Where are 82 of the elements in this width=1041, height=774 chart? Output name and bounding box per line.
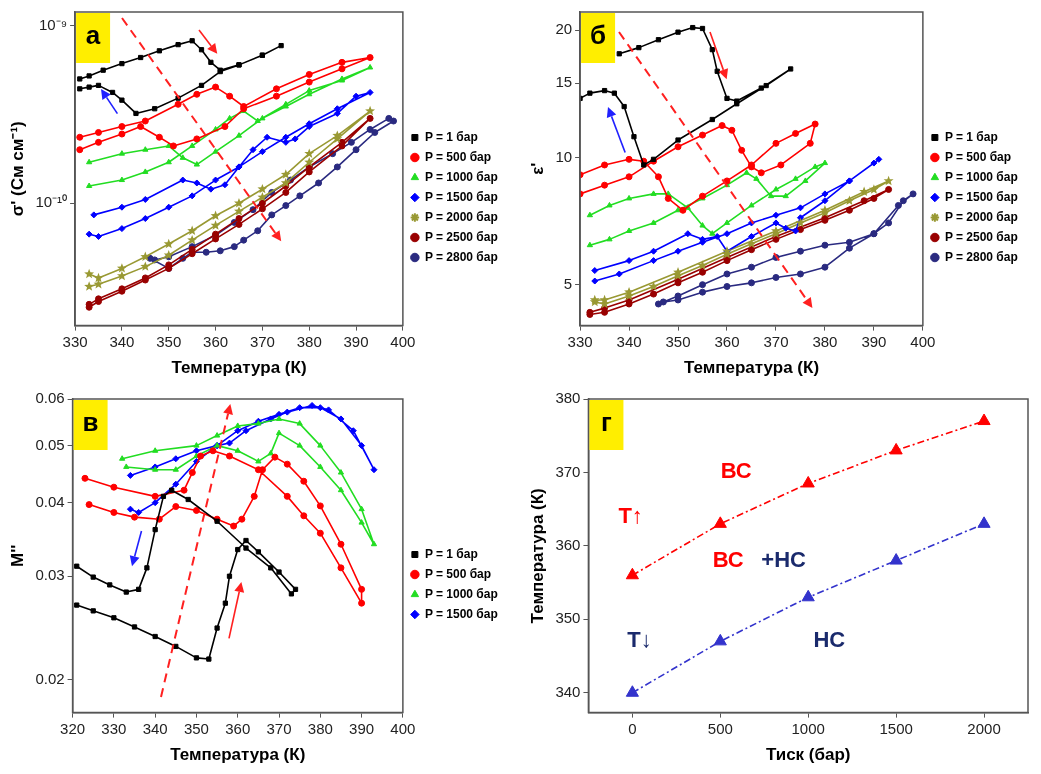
- y-tick-label: 0.05: [35, 435, 65, 453]
- x-tick-label: 400: [910, 332, 936, 350]
- y-tick-label: 5: [563, 274, 573, 292]
- y-tick-label: 0.02: [35, 670, 65, 688]
- x-tick-label: 330: [101, 719, 127, 737]
- y-tick-label: 0.06: [35, 389, 65, 407]
- y-tick-label: 20: [555, 20, 573, 38]
- x-tick-label: 340: [109, 332, 135, 350]
- x-axis-title: Тиск (бар): [765, 745, 851, 765]
- legend-label: P = 500 бар: [424, 149, 492, 164]
- x-tick-label: 400: [390, 332, 416, 350]
- x-tick-label: 400: [390, 719, 416, 737]
- annotation: +НС: [761, 546, 807, 572]
- x-axis-title: Температура (К): [171, 358, 307, 378]
- annotation: а: [85, 20, 101, 51]
- legend-label: P = 2500 бар: [944, 229, 1018, 244]
- legend-label: P = 500 бар: [424, 566, 492, 581]
- y-tick-label: 0.03: [35, 566, 65, 584]
- x-axis-title: Температура (К): [170, 745, 306, 765]
- x-tick-label: 1000: [791, 719, 825, 737]
- x-tick-label: 370: [763, 332, 789, 350]
- annotation: в: [82, 407, 99, 438]
- y-axis-title: σ' (См см⁻¹): [7, 121, 27, 217]
- annotation: T↑: [618, 502, 643, 528]
- x-tick-label: 370: [266, 719, 292, 737]
- x-tick-label: 380: [812, 332, 838, 350]
- x-tick-label: 390: [343, 332, 369, 350]
- y-tick-label: 360: [555, 536, 581, 554]
- x-tick-label: 340: [616, 332, 642, 350]
- legend-label: P = 1000 бар: [424, 586, 498, 601]
- x-tick-label: 330: [62, 332, 88, 350]
- x-tick-label: 390: [861, 332, 887, 350]
- x-tick-label: 350: [665, 332, 691, 350]
- x-tick-label: 390: [349, 719, 375, 737]
- x-tick-label: 370: [249, 332, 275, 350]
- legend-label: P = 1 бар: [424, 129, 478, 144]
- x-tick-label: 320: [60, 719, 86, 737]
- x-tick-label: 1500: [879, 719, 913, 737]
- legend-label: P = 2800 бар: [944, 249, 1018, 264]
- legend-label: P = 2500 бар: [424, 229, 498, 244]
- y-tick-label: 10⁻⁹: [38, 15, 68, 33]
- y-tick-label: 370: [555, 462, 581, 480]
- annotation: ВС: [712, 546, 744, 572]
- y-tick-label: 350: [555, 609, 581, 627]
- x-tick-label: 380: [296, 332, 322, 350]
- annotation: г: [601, 407, 613, 438]
- legend-label: P = 500 бар: [944, 149, 1012, 164]
- legend-label: P = 2000 бар: [944, 209, 1018, 224]
- y-tick-label: 10⁻¹⁰: [35, 193, 68, 211]
- x-tick-label: 350: [183, 719, 209, 737]
- x-tick-label: 500: [707, 719, 733, 737]
- y-axis-title: M'': [7, 544, 27, 567]
- legend-label: P = 1000 бар: [424, 169, 498, 184]
- x-tick-label: 360: [203, 332, 229, 350]
- y-tick-label: 10: [555, 147, 573, 165]
- y-tick-label: 340: [555, 682, 581, 700]
- x-axis-title: Температура (К): [683, 358, 820, 378]
- legend-label: P = 1 бар: [944, 129, 998, 144]
- legend-label: P = 2000 бар: [424, 209, 498, 224]
- x-tick-label: 0: [628, 719, 637, 737]
- annotation: ВС: [720, 458, 752, 484]
- x-tick-label: 360: [225, 719, 251, 737]
- annotation: T↓: [627, 627, 652, 653]
- x-tick-label: 330: [567, 332, 593, 350]
- y-axis-title: Температура (К): [527, 488, 547, 624]
- annotation: НС: [813, 627, 846, 653]
- annotation: б: [590, 20, 607, 51]
- legend-label: P = 1500 бар: [424, 189, 498, 204]
- y-tick-label: 15: [555, 73, 573, 91]
- legend-label: P = 2800 бар: [424, 249, 498, 264]
- y-axis-title: ε': [527, 162, 547, 175]
- x-tick-label: 380: [307, 719, 333, 737]
- x-tick-label: 340: [142, 719, 168, 737]
- x-tick-label: 350: [156, 332, 182, 350]
- y-tick-label: 380: [555, 389, 581, 407]
- x-tick-label: 360: [714, 332, 740, 350]
- legend-label: P = 1 бар: [424, 546, 478, 561]
- legend-label: P = 1500 бар: [944, 189, 1018, 204]
- x-tick-label: 2000: [967, 719, 1001, 737]
- legend-label: P = 1000 бар: [944, 169, 1018, 184]
- legend-label: P = 1500 бар: [424, 606, 498, 621]
- y-tick-label: 0.04: [35, 492, 65, 510]
